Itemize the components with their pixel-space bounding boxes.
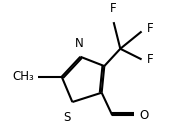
- Text: F: F: [147, 22, 154, 35]
- Text: N: N: [75, 37, 83, 50]
- Text: F: F: [147, 53, 154, 66]
- Text: CH₃: CH₃: [12, 70, 34, 83]
- Text: O: O: [139, 109, 148, 122]
- Text: F: F: [110, 3, 117, 15]
- Text: S: S: [63, 111, 71, 124]
